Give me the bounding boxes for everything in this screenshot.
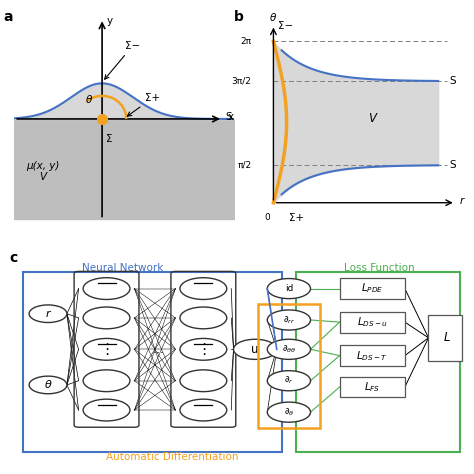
Text: r: r	[46, 309, 50, 319]
FancyBboxPatch shape	[23, 272, 282, 452]
Text: a: a	[3, 10, 13, 24]
Text: S: S	[225, 112, 232, 122]
Text: 0: 0	[264, 213, 270, 222]
Text: u: u	[251, 343, 259, 356]
Text: $\partial_r$: $\partial_r$	[284, 375, 294, 386]
Circle shape	[234, 339, 277, 359]
Circle shape	[267, 279, 310, 299]
Text: Loss Function: Loss Function	[344, 264, 414, 273]
FancyBboxPatch shape	[339, 311, 405, 333]
Circle shape	[267, 402, 310, 422]
FancyBboxPatch shape	[428, 315, 462, 361]
Text: $\partial_{\theta\theta}$: $\partial_{\theta\theta}$	[282, 344, 296, 355]
Circle shape	[180, 278, 227, 300]
Text: $L_{FS}$: $L_{FS}$	[364, 380, 380, 394]
Text: $L_{PDE}$: $L_{PDE}$	[361, 282, 383, 295]
Text: $L_{DS-T}$: $L_{DS-T}$	[356, 349, 388, 363]
Text: $L$: $L$	[443, 331, 450, 344]
Circle shape	[180, 370, 227, 392]
Circle shape	[29, 305, 67, 322]
Text: 3π/2: 3π/2	[232, 77, 251, 86]
FancyBboxPatch shape	[339, 345, 405, 366]
Text: y: y	[107, 16, 113, 27]
FancyBboxPatch shape	[296, 272, 460, 452]
Text: 2π: 2π	[240, 37, 251, 46]
Text: ...: ...	[152, 343, 164, 356]
Text: π/2: π/2	[237, 161, 251, 170]
Text: id: id	[285, 284, 293, 293]
Text: S: S	[449, 76, 456, 86]
Text: x: x	[228, 112, 233, 122]
Circle shape	[29, 376, 67, 394]
Text: Σ+: Σ+	[289, 213, 304, 223]
Circle shape	[83, 278, 130, 300]
Circle shape	[267, 371, 310, 391]
Circle shape	[83, 370, 130, 392]
Text: Automatic Differentiation: Automatic Differentiation	[106, 452, 238, 463]
Circle shape	[83, 338, 130, 360]
Text: Σ: Σ	[107, 134, 113, 144]
Text: r: r	[460, 196, 465, 206]
Text: b: b	[234, 10, 244, 24]
Circle shape	[267, 310, 310, 330]
Text: $\partial_{rr}$: $\partial_{rr}$	[283, 314, 295, 326]
Circle shape	[180, 399, 227, 421]
Text: Neural Network: Neural Network	[82, 264, 163, 273]
Text: ⋮: ⋮	[196, 342, 211, 357]
Circle shape	[267, 339, 310, 359]
FancyBboxPatch shape	[339, 278, 405, 299]
Text: θ: θ	[270, 13, 277, 23]
Circle shape	[83, 399, 130, 421]
Text: S: S	[449, 160, 456, 170]
Text: θ: θ	[45, 380, 51, 390]
FancyBboxPatch shape	[339, 376, 405, 398]
Text: c: c	[9, 251, 18, 265]
Circle shape	[83, 307, 130, 329]
Text: Σ+: Σ+	[128, 93, 160, 116]
Text: Σ−: Σ−	[105, 41, 140, 79]
Circle shape	[180, 307, 227, 329]
Text: Σ−: Σ−	[278, 21, 293, 31]
Text: μ(x, y)
V: μ(x, y) V	[26, 161, 59, 182]
Text: V: V	[368, 112, 376, 126]
Text: $\partial_\theta$: $\partial_\theta$	[283, 406, 294, 418]
Text: $L_{DS-u}$: $L_{DS-u}$	[356, 315, 388, 329]
Text: ⋮: ⋮	[99, 342, 114, 357]
Text: θ: θ	[86, 95, 92, 105]
Circle shape	[180, 338, 227, 360]
